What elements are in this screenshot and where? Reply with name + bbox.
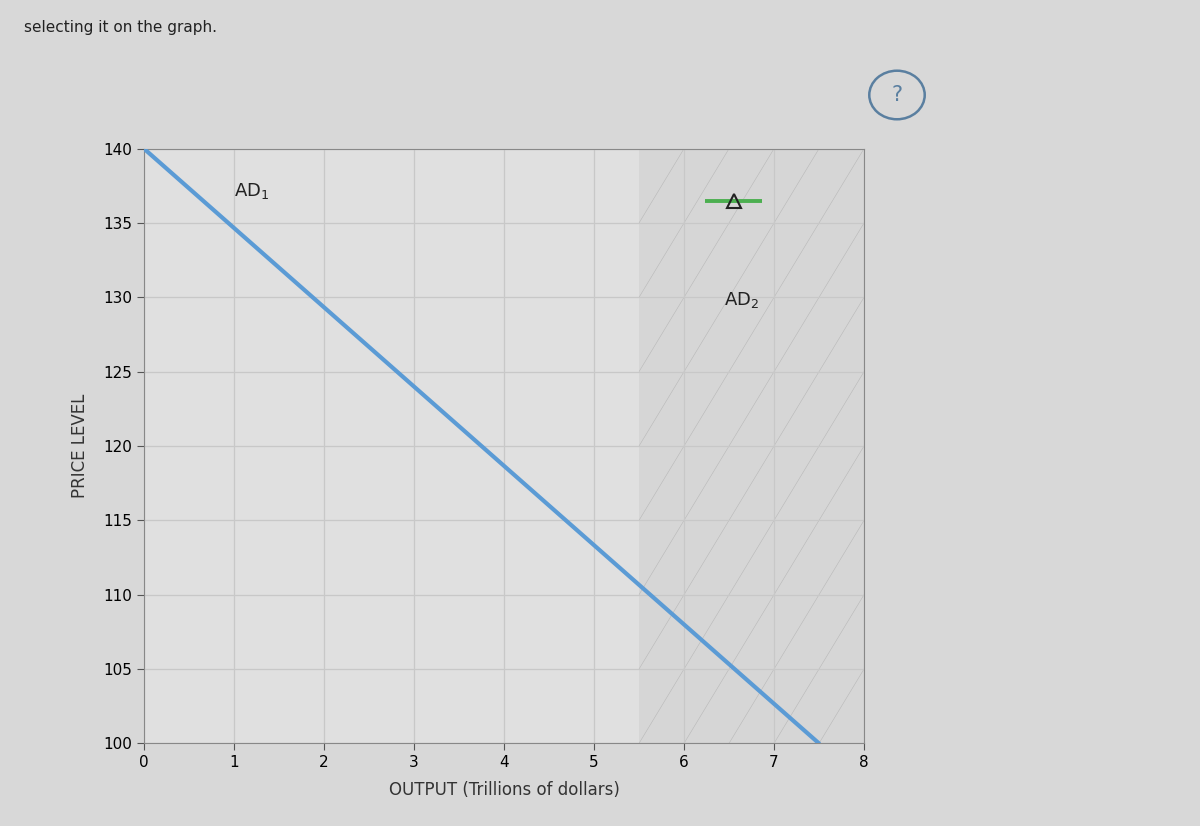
X-axis label: OUTPUT (Trillions of dollars): OUTPUT (Trillions of dollars) [389,781,619,800]
Text: AD$_2$: AD$_2$ [725,290,760,310]
Polygon shape [640,149,864,743]
Polygon shape [640,149,864,743]
Text: ?: ? [892,85,902,105]
Text: selecting it on the graph.: selecting it on the graph. [24,20,217,35]
Y-axis label: PRICE LEVEL: PRICE LEVEL [71,394,89,498]
Text: AD$_1$: AD$_1$ [234,182,269,202]
